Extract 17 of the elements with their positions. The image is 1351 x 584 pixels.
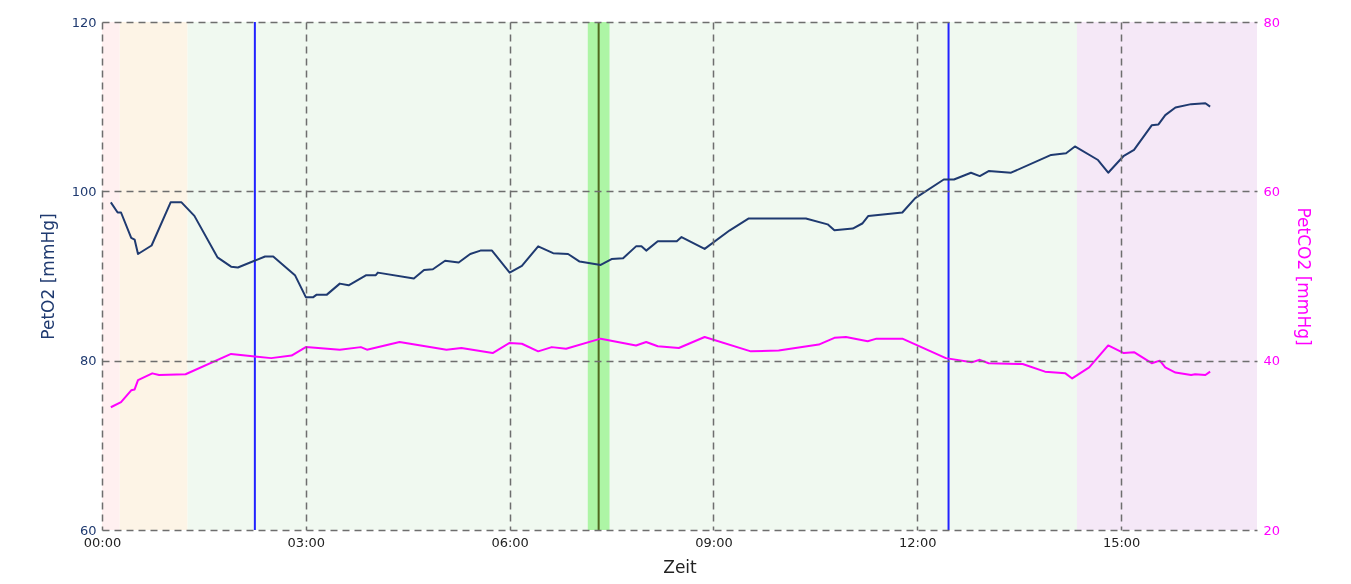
y-axis-title: PetO2 [mmHg] (37, 213, 58, 340)
x-tick-label: 12:00 (899, 534, 937, 550)
y-tick-label: 120 (71, 14, 97, 30)
y2-tick-label: 80 (1263, 14, 1281, 30)
y2-tick-label: 60 (1263, 183, 1281, 199)
y-tick-label: 100 (71, 183, 97, 199)
x-tick-label: 15:00 (1102, 534, 1141, 550)
x-tick-label: 03:00 (287, 534, 326, 550)
x-tick-label: 06:00 (491, 534, 529, 550)
x-tick-label: 09:00 (695, 534, 733, 550)
line-series (109, 102, 1212, 299)
x-axis-title: Zeit (663, 556, 698, 577)
y2-tick-label: 40 (1263, 353, 1281, 369)
line-series (109, 335, 1212, 409)
y-tick-label: 80 (79, 353, 97, 369)
y2-tick-label: 20 (1263, 522, 1281, 538)
y2-axis-title: PetCO2 [mmHg] (1294, 207, 1315, 346)
